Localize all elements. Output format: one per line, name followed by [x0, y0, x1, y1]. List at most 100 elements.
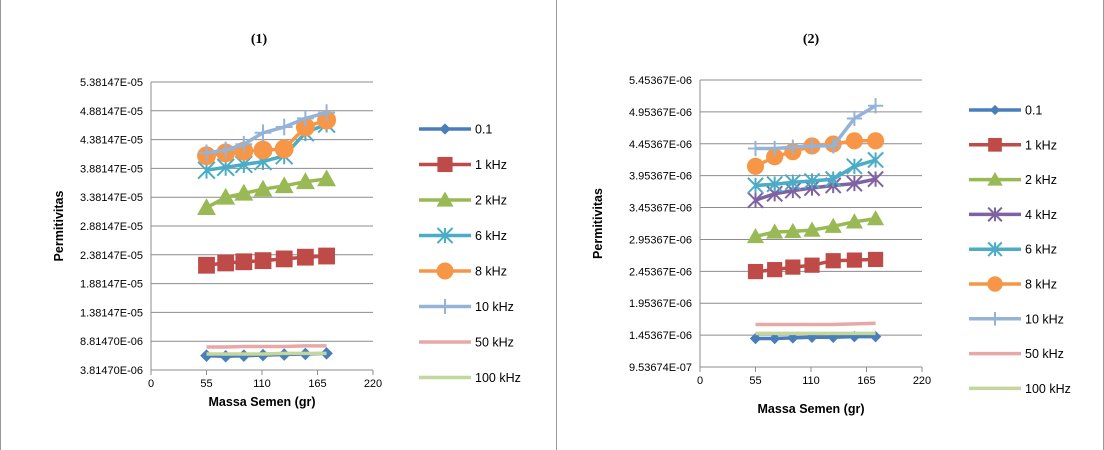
chart-1-series-2-khz-point — [197, 198, 216, 216]
chart-1-x-tick-label: 220 — [364, 378, 382, 390]
chart-2-series-2-khz-point — [784, 222, 802, 239]
chart-2-series-8-khz — [746, 132, 885, 175]
chart-2-series-1-khz-point — [747, 263, 764, 280]
chart-2-legend-item-6-khz-marker — [987, 241, 1003, 257]
chart-1-legend-item-8-khz: 8 kHz — [419, 262, 507, 280]
chart-2-y-tick-label: 4.45367E-06 — [629, 139, 692, 151]
chart-2-series-0-1-point — [749, 332, 762, 345]
chart-1-series-8-khz — [197, 110, 337, 166]
chart-2-y-tick-label: 5.45367E-06 — [629, 75, 692, 87]
chart-2-series-2-khz — [746, 210, 885, 244]
chart-2-y-tick-label: 2.95367E-06 — [629, 234, 692, 246]
chart-2-y-tick-label: 3.95367E-06 — [629, 171, 692, 183]
chart-2-series-2-khz-point — [867, 210, 885, 226]
chart-2-series-6-khz-point — [867, 151, 884, 169]
chart-2-legend-item-100-khz: 100 kHz — [969, 382, 1071, 396]
chart-1-legend-item-0-1-label: 0.1 — [475, 123, 492, 137]
chart-1-series-10-khz — [198, 104, 335, 162]
chart-2-y-tick-label: 4.95367E-06 — [629, 107, 692, 119]
chart-2-series-6-khz — [747, 151, 884, 194]
chart-2-y-tick-label: 1.45367E-06 — [629, 330, 692, 342]
chart-2-legend-item-0-1-marker — [989, 104, 1001, 116]
chart-1-series-8-khz-point — [274, 139, 294, 159]
chart-1-series-10-khz-point — [318, 104, 335, 122]
chart-1-legend-item-6-khz-marker — [436, 227, 454, 244]
chart-1-series-1-khz — [198, 247, 335, 274]
chart-1-legend-item-6-khz: 6 kHz — [419, 227, 507, 244]
chart-1-legend-item-50-khz: 50 kHz — [419, 336, 514, 350]
chart-2-series-1-khz-point — [825, 253, 841, 269]
chart-2-series-8-khz-point — [746, 157, 765, 175]
chart-2-series-10-khz-point — [867, 98, 884, 114]
chart-2-series-10-khz — [747, 98, 884, 157]
chart-1-series-50-khz-line — [206, 344, 327, 349]
chart-1-legend-item-10-khz: 10 kHz — [419, 298, 514, 315]
chart-2-series-4-khz-point — [747, 191, 764, 209]
chart-2-series-1-khz-point — [804, 257, 820, 273]
chart-1-series-2-khz-point — [274, 176, 294, 194]
chart-2-series-6-khz-point — [747, 177, 764, 194]
chart-2-legend-item-0-1-label: 0.1 — [1025, 104, 1042, 118]
chart-2-y-tick-label: 2.45367E-06 — [629, 266, 692, 278]
chart-2-legend-item-10-khz-label: 10 kHz — [1025, 312, 1064, 326]
chart-2-series-1-khz-point — [846, 252, 862, 268]
chart-1-legend-item-10-khz-label: 10 kHz — [475, 300, 514, 314]
chart-1-series-100-khz — [206, 351, 327, 356]
chart-2-series-10-khz-point — [804, 138, 820, 154]
chart-1-series-10-khz-point — [217, 141, 235, 159]
chart-2-series-8-khz-point — [867, 132, 885, 150]
chart-2-legend-item-4-khz: 4 kHz — [969, 206, 1057, 222]
chart-2-series-50-khz — [755, 321, 876, 327]
chart-1-series-1-khz-point — [235, 253, 253, 271]
chart-2-series-2-khz-point — [746, 227, 765, 244]
chart-1-series-2-khz-point — [253, 179, 273, 197]
chart-1-legend-item-0-1: 0.1 — [419, 123, 492, 137]
chart-2-x-tick-label: 110 — [802, 375, 820, 387]
chart-2-series-1-khz-point — [867, 251, 884, 268]
chart-1-series-1-khz-point — [318, 247, 335, 265]
chart-2-legend-item-4-khz-marker — [987, 206, 1003, 222]
chart-2-x-axis-title: Massa Semen (gr) — [758, 402, 865, 416]
chart-2-x-tick-label: 0 — [697, 375, 703, 387]
chart-1-y-tick-label: 1.38147E-05 — [80, 307, 143, 319]
chart-2-series-10-khz-point — [825, 138, 841, 154]
chart-1-series-2-khz-point — [216, 187, 236, 205]
chart-1-series-1-khz-point — [254, 252, 272, 270]
chart-1-series-2-khz-point — [295, 172, 315, 190]
chart-1-series-10-khz-point — [198, 144, 215, 162]
chart-1-series-0-1-point — [219, 349, 232, 363]
chart-1-series-50-khz — [206, 344, 327, 349]
chart-1-series-10-khz-point — [296, 109, 314, 127]
chart-2-series-0-1-point — [787, 332, 799, 344]
chart-2-legend-item-0-1: 0.1 — [969, 104, 1042, 118]
chart-1-y-tick-label: 4.38147E-05 — [80, 135, 143, 147]
chart-1-legend-item-0-1-marker — [439, 123, 451, 135]
chart-1-series-2-khz-point — [234, 183, 254, 201]
chart-1-legend-item-100-khz-label: 100 kHz — [475, 371, 521, 385]
chart-1-x-tick-label: 55 — [200, 378, 212, 390]
chart-2-series-6-khz-point — [846, 158, 863, 175]
chart-1-legend-item-1-khz-label: 1 kHz — [475, 158, 507, 172]
chart-2-legend-item-1-khz-label: 1 kHz — [1025, 138, 1057, 152]
chart-2-x-tick-label: 55 — [749, 375, 761, 387]
chart-2-legend-item-10-khz-marker — [988, 311, 1002, 326]
chart-2-legend-item-1-khz-marker — [988, 137, 1002, 152]
chart-2-series-4-khz-point — [846, 175, 863, 192]
chart-1-legend-item-6-khz-label: 6 kHz — [475, 229, 507, 243]
chart-1-y-tick-label: 2.88147E-05 — [80, 221, 143, 233]
chart-2-y-tick-label: 3.45367E-06 — [629, 203, 692, 215]
chart-1-series-2-khz — [197, 169, 337, 216]
chart-1-y-tick-label: 1.88147E-05 — [80, 279, 143, 291]
chart-2-x-tick-label: 220 — [913, 375, 931, 387]
chart-2-legend-item-50-khz-label: 50 kHz — [1025, 347, 1064, 361]
chart-2-legend-item-8-khz-marker — [987, 276, 1003, 292]
chart-2-legend-item-2-khz-label: 2 kHz — [1025, 173, 1057, 187]
chart-2-series-0-1-point — [768, 332, 781, 345]
chart-1-legend-item-8-khz-label: 8 kHz — [475, 265, 507, 279]
chart-2-legend-item-4-khz-label: 4 kHz — [1025, 208, 1057, 222]
chart-1-series-8-khz-point — [295, 117, 315, 137]
chart-2-series-6-khz-point — [766, 175, 783, 193]
chart-1-y-tick-label: 8.81470E-06 — [80, 336, 143, 348]
chart-2-y-axis-title: Permitivitas — [591, 188, 605, 259]
chart-1-y-tick-label: 2.38147E-05 — [80, 250, 143, 262]
